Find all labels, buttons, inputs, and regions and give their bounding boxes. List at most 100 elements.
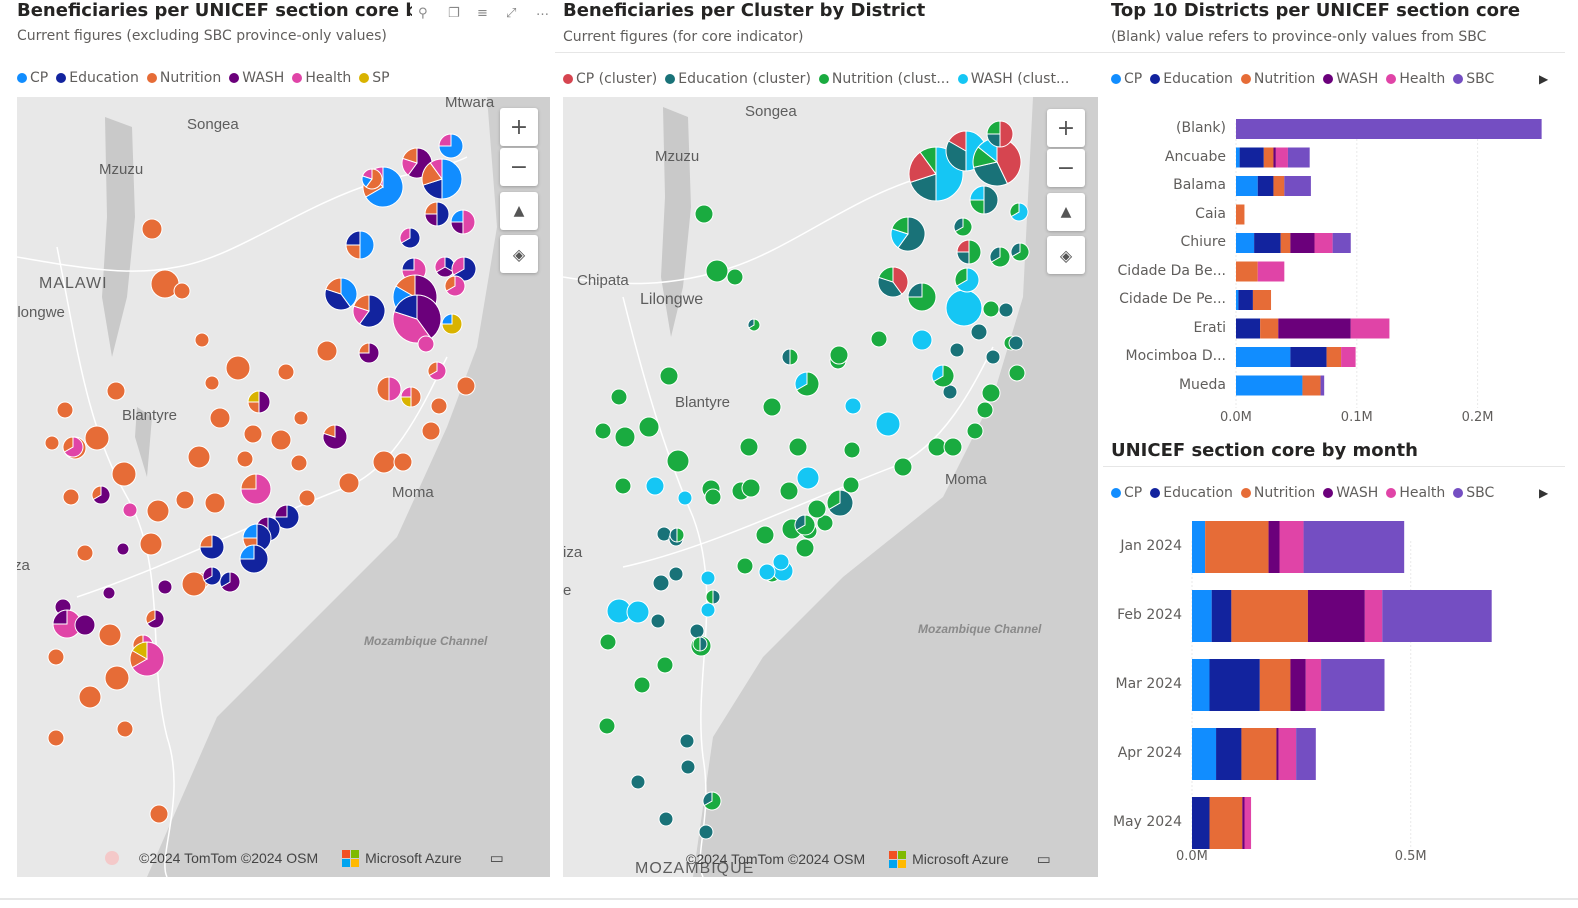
map-pie-marker[interactable] [74, 614, 96, 636]
map-pie-marker[interactable] [689, 623, 705, 639]
zoom-in-button[interactable]: + [1047, 109, 1085, 147]
legend-item[interactable]: Nutrition [1240, 71, 1315, 87]
focus-mode-icon[interactable]: ⤢ [506, 6, 517, 21]
map-pie-marker[interactable] [400, 386, 422, 408]
map-pie-marker[interactable] [393, 452, 413, 472]
legend-item[interactable]: SBC [1453, 71, 1494, 87]
map-pie-marker[interactable] [240, 473, 272, 505]
map-pie-marker[interactable] [610, 388, 628, 406]
map-pie-marker[interactable] [949, 342, 965, 358]
map-pie-marker[interactable] [781, 348, 799, 366]
map-pie-marker[interactable] [47, 648, 65, 666]
map-pie-marker[interactable] [122, 502, 138, 518]
bar-segment-nutrition[interactable] [1263, 147, 1274, 168]
map-pie-marker[interactable] [614, 477, 632, 495]
copy-icon[interactable]: ❐ [448, 6, 460, 21]
map-pie-marker[interactable] [52, 609, 82, 639]
map-pie-marker[interactable] [633, 676, 651, 694]
map-pie-marker[interactable] [666, 449, 690, 473]
bar-segment-sbc[interactable] [1320, 375, 1325, 396]
map-pie-marker[interactable] [62, 436, 84, 458]
legend-item[interactable]: Nutrition (clust... [818, 71, 950, 87]
map-pie-marker[interactable] [427, 361, 447, 381]
map-pie-marker[interactable] [677, 490, 693, 506]
map-pie-marker[interactable] [668, 566, 684, 582]
map-pie-marker[interactable] [76, 544, 94, 562]
map-pie-marker[interactable] [277, 363, 295, 381]
map-pie-marker[interactable] [704, 488, 722, 506]
legend-item[interactable]: Education [1150, 71, 1233, 87]
map-pie-marker[interactable] [290, 454, 308, 472]
map-pie-marker[interactable] [630, 774, 646, 790]
bar-segment-wash[interactable] [1290, 659, 1306, 711]
map-pie-marker[interactable] [956, 239, 982, 265]
map-pie-marker[interactable] [747, 318, 761, 332]
bar-segment-education[interactable] [1290, 347, 1327, 367]
legend-item[interactable]: CP [1111, 485, 1142, 501]
map-pie-marker[interactable] [399, 227, 421, 249]
bar-segment-cp[interactable] [1192, 590, 1212, 642]
map-pie-marker[interactable] [451, 256, 477, 282]
map-markers[interactable] [17, 97, 550, 877]
tilt-icon[interactable]: ▲ [500, 192, 538, 230]
bar-segment-cp[interactable] [1236, 375, 1303, 396]
legend-item[interactable]: SP [359, 70, 390, 86]
bar-segment-education[interactable] [1211, 590, 1232, 642]
bar-segment-health[interactable] [1314, 233, 1333, 253]
map-pie-marker[interactable] [694, 204, 714, 224]
map-pie-marker[interactable] [794, 514, 816, 536]
map-pie-marker[interactable] [998, 302, 1014, 318]
map-pie-marker[interactable] [78, 685, 102, 709]
map-pie-marker[interactable] [986, 120, 1014, 148]
map-pie-marker[interactable] [945, 289, 983, 327]
bar-segment-wash[interactable] [1268, 521, 1280, 573]
bar-segment-sbc[interactable] [1303, 521, 1405, 573]
map-pie-marker[interactable] [345, 230, 375, 260]
map-pie-marker[interactable] [870, 330, 888, 348]
map-pie-marker[interactable] [911, 329, 933, 351]
map-pie-marker[interactable] [444, 275, 466, 297]
bar-segment-wash[interactable] [1278, 318, 1351, 339]
map-pie-marker[interactable] [700, 602, 716, 618]
bar-segment-nutrition[interactable] [1209, 797, 1243, 849]
bar-segment-cp[interactable] [1236, 176, 1258, 196]
map-pie-marker[interactable] [199, 534, 225, 560]
pin-icon[interactable]: ⚲ [418, 6, 428, 21]
map-pie-marker[interactable] [842, 476, 860, 494]
map-pie-marker[interactable] [927, 437, 947, 457]
map-pie-marker[interactable] [598, 717, 616, 735]
map-pie-marker[interactable] [358, 342, 380, 364]
map-pie-marker[interactable] [352, 294, 386, 328]
bar-segment-sbc[interactable] [1296, 728, 1316, 780]
bar-segment-nutrition[interactable] [1241, 728, 1277, 780]
map-pie-marker[interactable] [98, 623, 122, 647]
bar-segment-nutrition[interactable] [1205, 521, 1269, 573]
map-pie-marker[interactable] [970, 323, 988, 341]
more-options-icon[interactable]: … [536, 4, 549, 19]
map-pie-marker[interactable] [702, 791, 722, 811]
map-pie-marker[interactable] [931, 364, 955, 388]
map-pie-marker[interactable] [424, 201, 450, 227]
map-pie-marker[interactable] [741, 478, 761, 498]
bar-segment-education[interactable] [1239, 147, 1264, 168]
map-pie-marker[interactable] [966, 422, 984, 440]
map-pie-marker[interactable] [736, 557, 754, 575]
map-pie-marker[interactable] [47, 729, 65, 747]
zoom-out-button[interactable]: − [500, 148, 538, 186]
map-pie-marker[interactable] [976, 401, 994, 419]
map-pie-marker[interactable] [680, 759, 696, 775]
bar-segment-sbc[interactable] [1284, 176, 1311, 196]
map-pie-marker[interactable] [129, 641, 165, 677]
legend-item[interactable]: Health [1386, 485, 1445, 501]
bar-segment-education[interactable] [1216, 728, 1242, 780]
map-pie-marker[interactable] [239, 544, 269, 574]
map-pie-marker[interactable] [149, 804, 169, 824]
bar-segment-health[interactable] [1305, 659, 1322, 711]
map-pie-marker[interactable] [361, 168, 383, 190]
bar-segment-wash[interactable] [1276, 728, 1279, 780]
map-markers[interactable] [563, 97, 1098, 877]
legend-item[interactable]: SBC [1453, 485, 1494, 501]
legend-item[interactable]: CP (cluster) [563, 71, 657, 87]
map-pie-marker[interactable] [209, 407, 231, 429]
bar-segment-health[interactable] [1275, 147, 1288, 168]
